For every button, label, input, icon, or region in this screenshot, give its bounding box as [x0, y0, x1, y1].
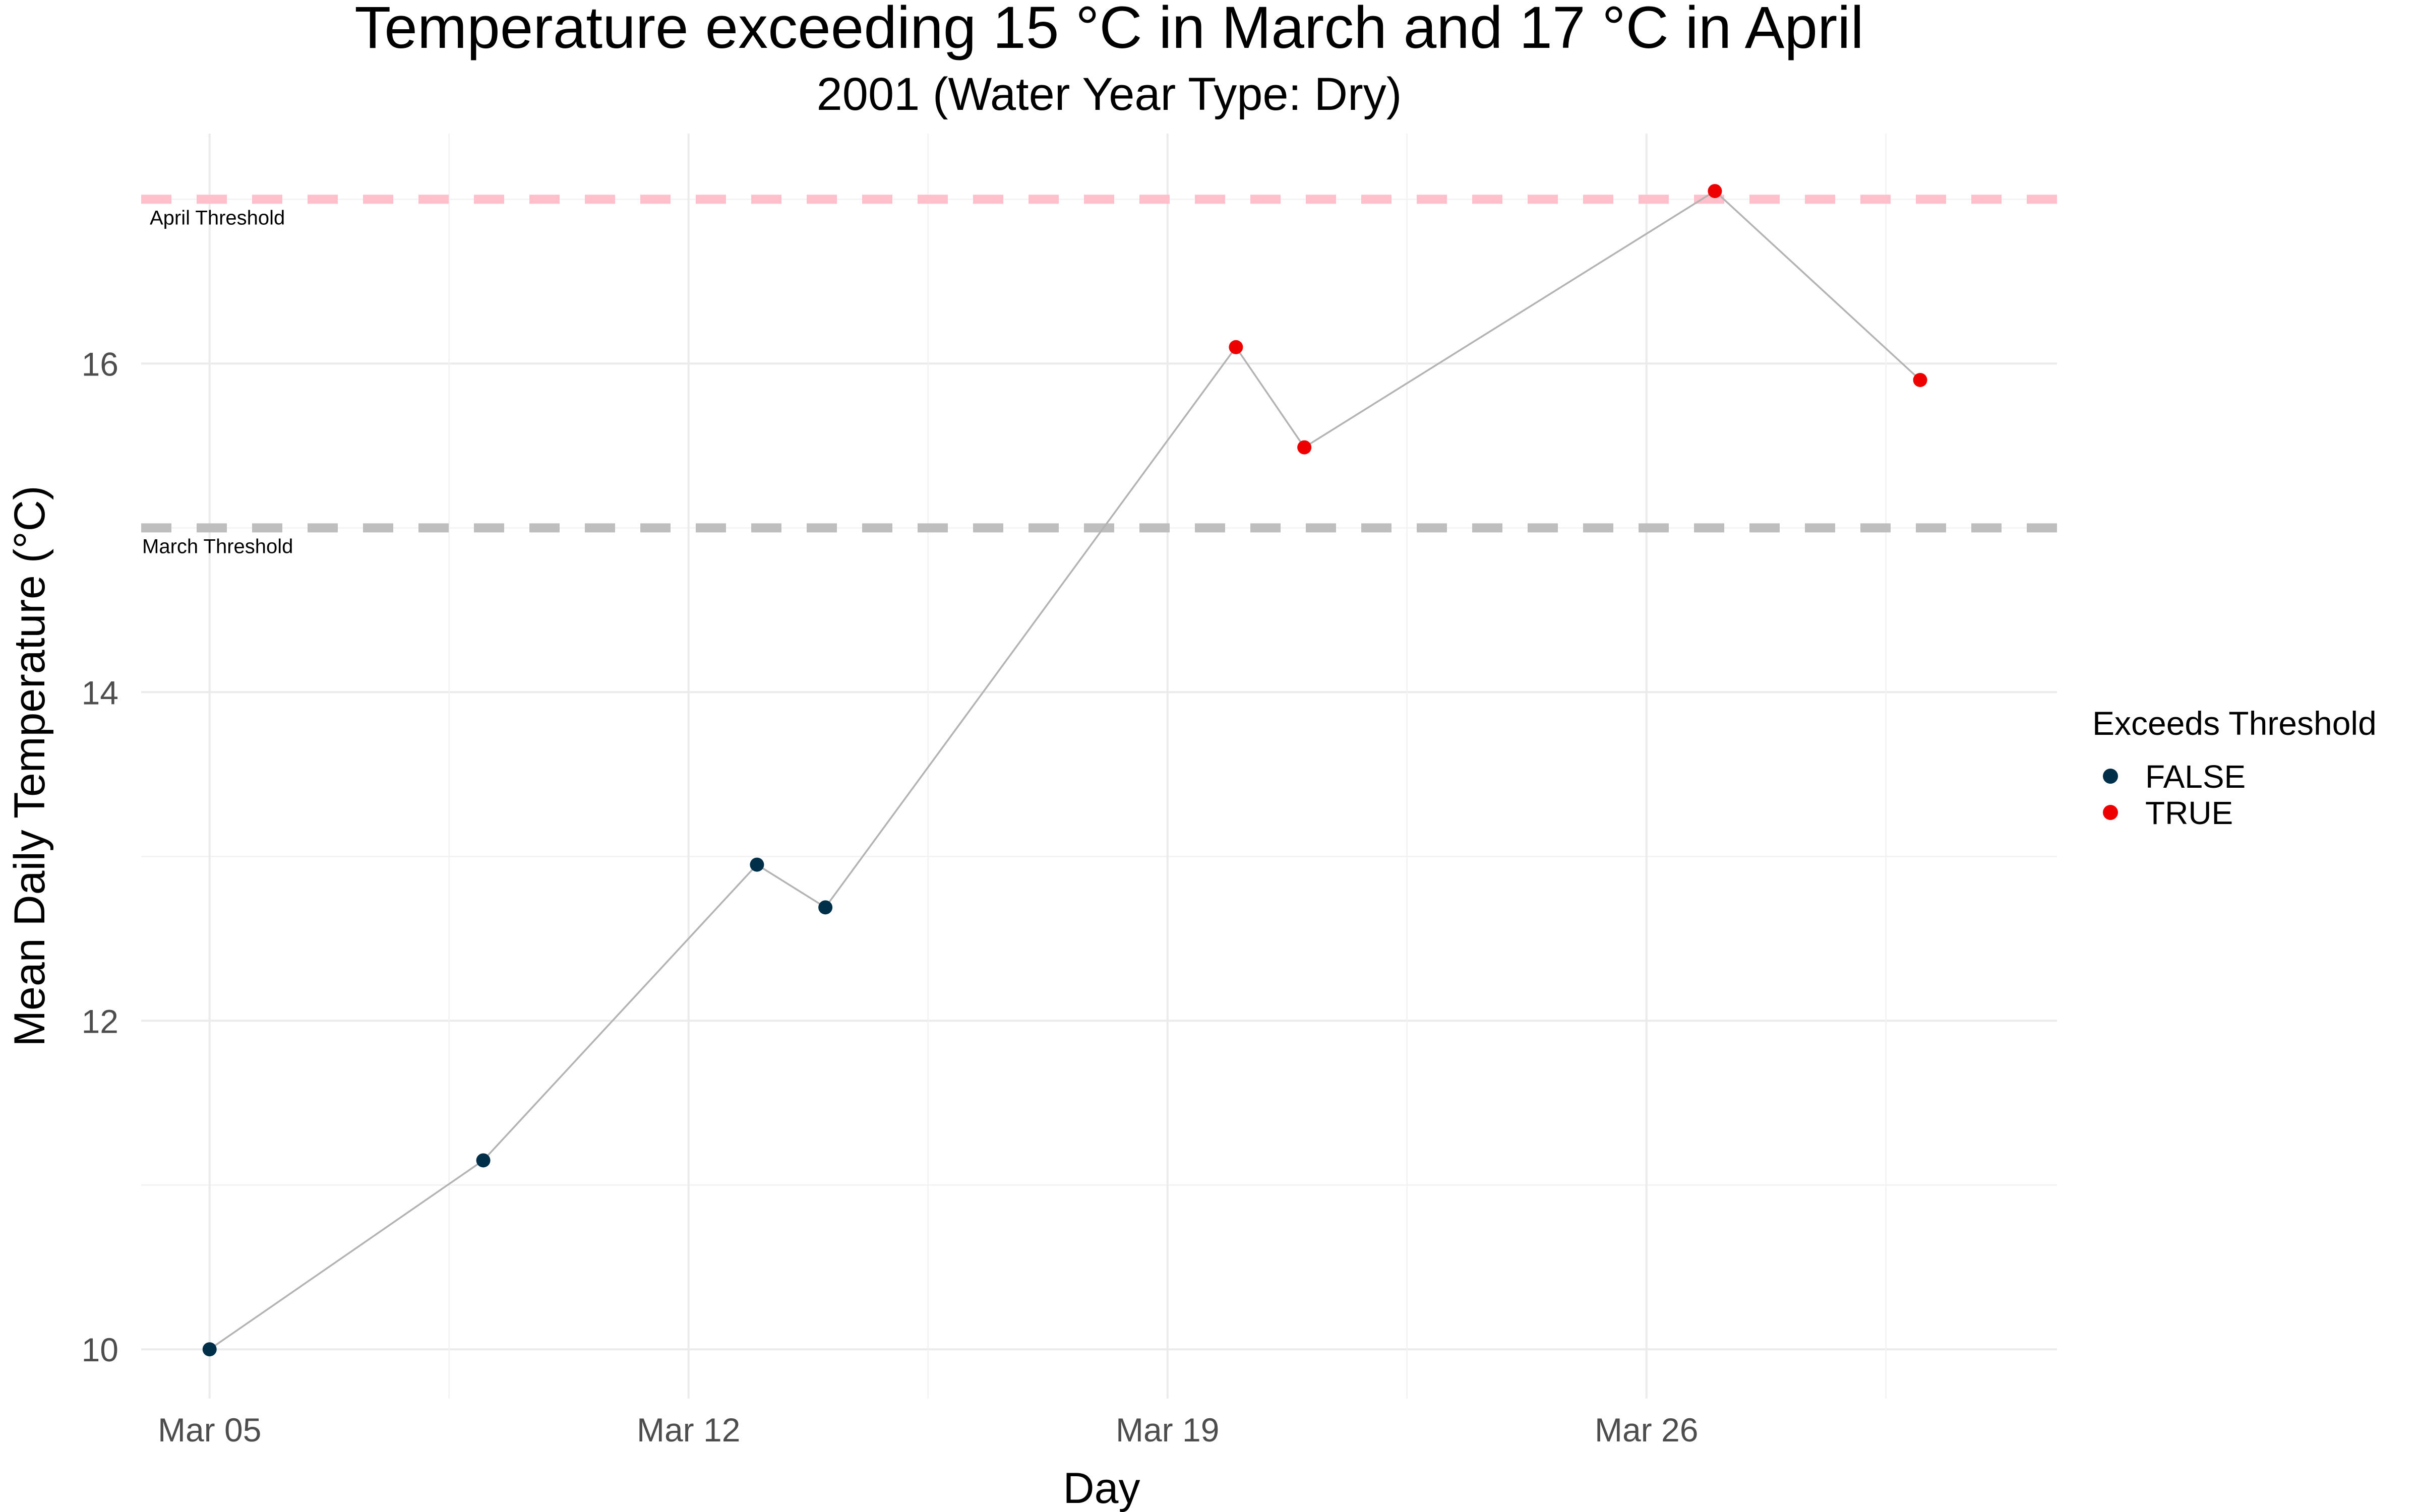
y-axis-ticks: 10 12 14 16 — [82, 345, 118, 1368]
series-line — [209, 190, 1921, 1350]
x-tick-label: Mar 12 — [637, 1411, 740, 1448]
legend-label: TRUE — [2145, 795, 2233, 831]
x-tick-label: Mar 26 — [1595, 1411, 1698, 1448]
threshold-lines: April Threshold March Threshold — [141, 195, 2057, 557]
chart-subtitle: 2001 (Water Year Type: Dry) — [817, 69, 1402, 120]
data-point — [818, 900, 833, 915]
data-point — [202, 1342, 217, 1357]
y-tick-label: 10 — [82, 1331, 118, 1368]
legend-swatch — [2103, 805, 2118, 820]
y-tick-label: 16 — [82, 345, 118, 383]
x-tick-label: Mar 19 — [1116, 1411, 1219, 1448]
x-axis-label: Day — [1063, 1464, 1140, 1512]
data-point — [1913, 372, 1927, 387]
chart-title: Temperature exceeding 15 °C in March and… — [354, 0, 1864, 61]
grid — [141, 134, 2057, 1399]
data-point — [1708, 184, 1722, 199]
data-point — [750, 857, 764, 872]
legend-title: Exceeds Threshold — [2092, 705, 2377, 742]
series-line-path — [209, 190, 1921, 1350]
y-axis-label: Mean Daily Temperature (°C) — [6, 486, 54, 1047]
x-axis-ticks: Mar 05 Mar 12 Mar 19 Mar 26 — [158, 1411, 1698, 1448]
x-tick-label: Mar 05 — [158, 1411, 261, 1448]
data-point — [1229, 340, 1243, 354]
y-tick-label: 14 — [82, 674, 118, 711]
data-point — [476, 1153, 491, 1168]
threshold-label: March Threshold — [142, 535, 293, 557]
legend-swatch — [2103, 769, 2118, 784]
threshold-label: April Threshold — [150, 207, 285, 229]
y-tick-label: 12 — [82, 1002, 118, 1040]
data-points — [202, 184, 1927, 1357]
legend-label: FALSE — [2145, 759, 2246, 795]
data-point — [1297, 440, 1312, 455]
